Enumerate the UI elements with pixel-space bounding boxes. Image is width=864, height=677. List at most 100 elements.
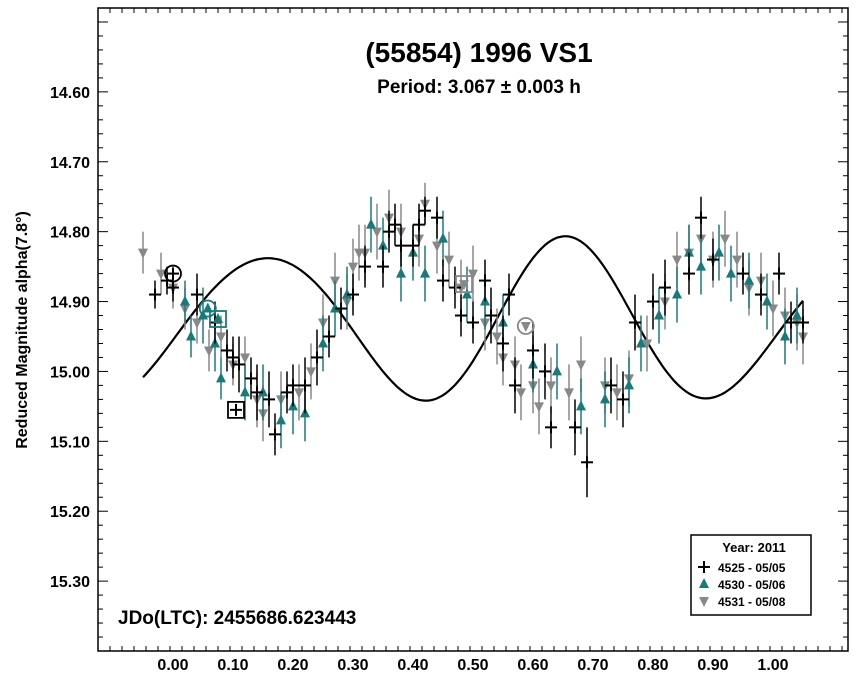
reference-point (202, 302, 213, 313)
point-marker (545, 421, 557, 434)
data-point (318, 315, 328, 372)
data-point (654, 287, 664, 344)
point-marker (612, 388, 622, 399)
data-point (672, 266, 682, 323)
point-marker (389, 218, 401, 231)
data-point (419, 196, 431, 225)
data-point (792, 287, 802, 344)
point-marker (269, 428, 281, 441)
point-marker (479, 274, 491, 287)
reference-marker (227, 400, 245, 419)
x-tick-label: 0.10 (217, 657, 248, 674)
point-marker (263, 393, 275, 406)
data-point (546, 357, 556, 414)
point-marker (413, 218, 425, 231)
legend-entry-label: 4525 - 05/05 (718, 561, 786, 575)
data-point (240, 364, 250, 421)
point-marker (647, 295, 659, 308)
x-tick-label: 0.00 (157, 657, 188, 674)
point-marker (492, 332, 502, 343)
data-point (281, 371, 293, 414)
point-marker (497, 337, 509, 350)
data-point (420, 245, 430, 302)
point-marker (180, 295, 190, 306)
reference-point (459, 280, 469, 291)
point-marker (797, 316, 809, 329)
point-marker (245, 372, 257, 385)
data-point (233, 336, 245, 393)
data-point (600, 371, 610, 428)
data-point (359, 245, 371, 288)
data-point (191, 273, 203, 316)
point-marker (306, 367, 316, 378)
reference-marker (164, 264, 182, 283)
data-point (449, 266, 461, 309)
data-point (389, 203, 401, 246)
data-point (383, 210, 395, 253)
point-marker (431, 211, 443, 224)
data-point (366, 196, 376, 253)
x-tick-label: 0.50 (457, 657, 488, 674)
point-marker (221, 344, 233, 357)
x-tick-label: 0.60 (517, 657, 548, 674)
point-marker (576, 360, 586, 371)
point-marker (311, 351, 323, 364)
point-marker (240, 353, 250, 364)
data-point (462, 266, 472, 323)
data-point (569, 399, 581, 456)
data-point (527, 322, 539, 379)
data-point (186, 315, 196, 358)
y-tick-label: 15.00 (50, 364, 90, 381)
data-point (683, 252, 695, 295)
point-marker (629, 316, 641, 329)
data-point (797, 301, 809, 344)
point-marker (204, 346, 214, 357)
point-marker (455, 309, 467, 322)
y-axis-label: Reduced Magnitude alpha(7.8°) (14, 211, 31, 449)
data-point (180, 280, 190, 323)
point-marker (534, 402, 544, 413)
data-point (294, 364, 304, 421)
axis-ticks: 0.00 0.10 0.20 0.30 0.40 0.50 0.60 0.70 0.80 0.90… (50, 8, 848, 674)
data-points-layer (138, 182, 809, 498)
data-point (468, 245, 478, 302)
data-point (492, 308, 502, 365)
data-point (438, 210, 448, 267)
reference-square (209, 310, 227, 328)
data-point (372, 203, 382, 260)
data-point (455, 294, 467, 337)
point-marker (569, 421, 581, 434)
point-marker (359, 260, 371, 273)
point-marker (485, 309, 497, 322)
point-marker (516, 388, 526, 399)
reference-marker (209, 310, 227, 328)
data-point (276, 392, 286, 449)
point-marker (468, 269, 478, 280)
point-marker (744, 274, 754, 285)
point-marker (251, 386, 263, 399)
point-marker (449, 281, 461, 294)
reference-point (213, 313, 223, 324)
point-marker (581, 456, 593, 469)
point-marker (216, 332, 226, 343)
point-marker (191, 288, 203, 301)
reference-marker (516, 317, 535, 335)
data-point (773, 252, 785, 295)
point-marker (323, 330, 335, 343)
point-marker (419, 204, 431, 217)
data-point (263, 371, 275, 428)
point-marker (318, 337, 328, 348)
data-point (659, 259, 671, 316)
chart-subtitle: Period: 3.067 ± 0.003 h (377, 77, 581, 98)
data-point (707, 238, 719, 281)
legend-symbols (698, 561, 710, 607)
data-point (227, 336, 239, 379)
point-marker (785, 316, 797, 329)
data-point (539, 343, 551, 400)
data-point (744, 252, 754, 309)
x-tick-label: 0.70 (577, 657, 608, 674)
point-marker (684, 246, 694, 257)
point-marker (605, 379, 617, 392)
point-marker (762, 295, 772, 306)
